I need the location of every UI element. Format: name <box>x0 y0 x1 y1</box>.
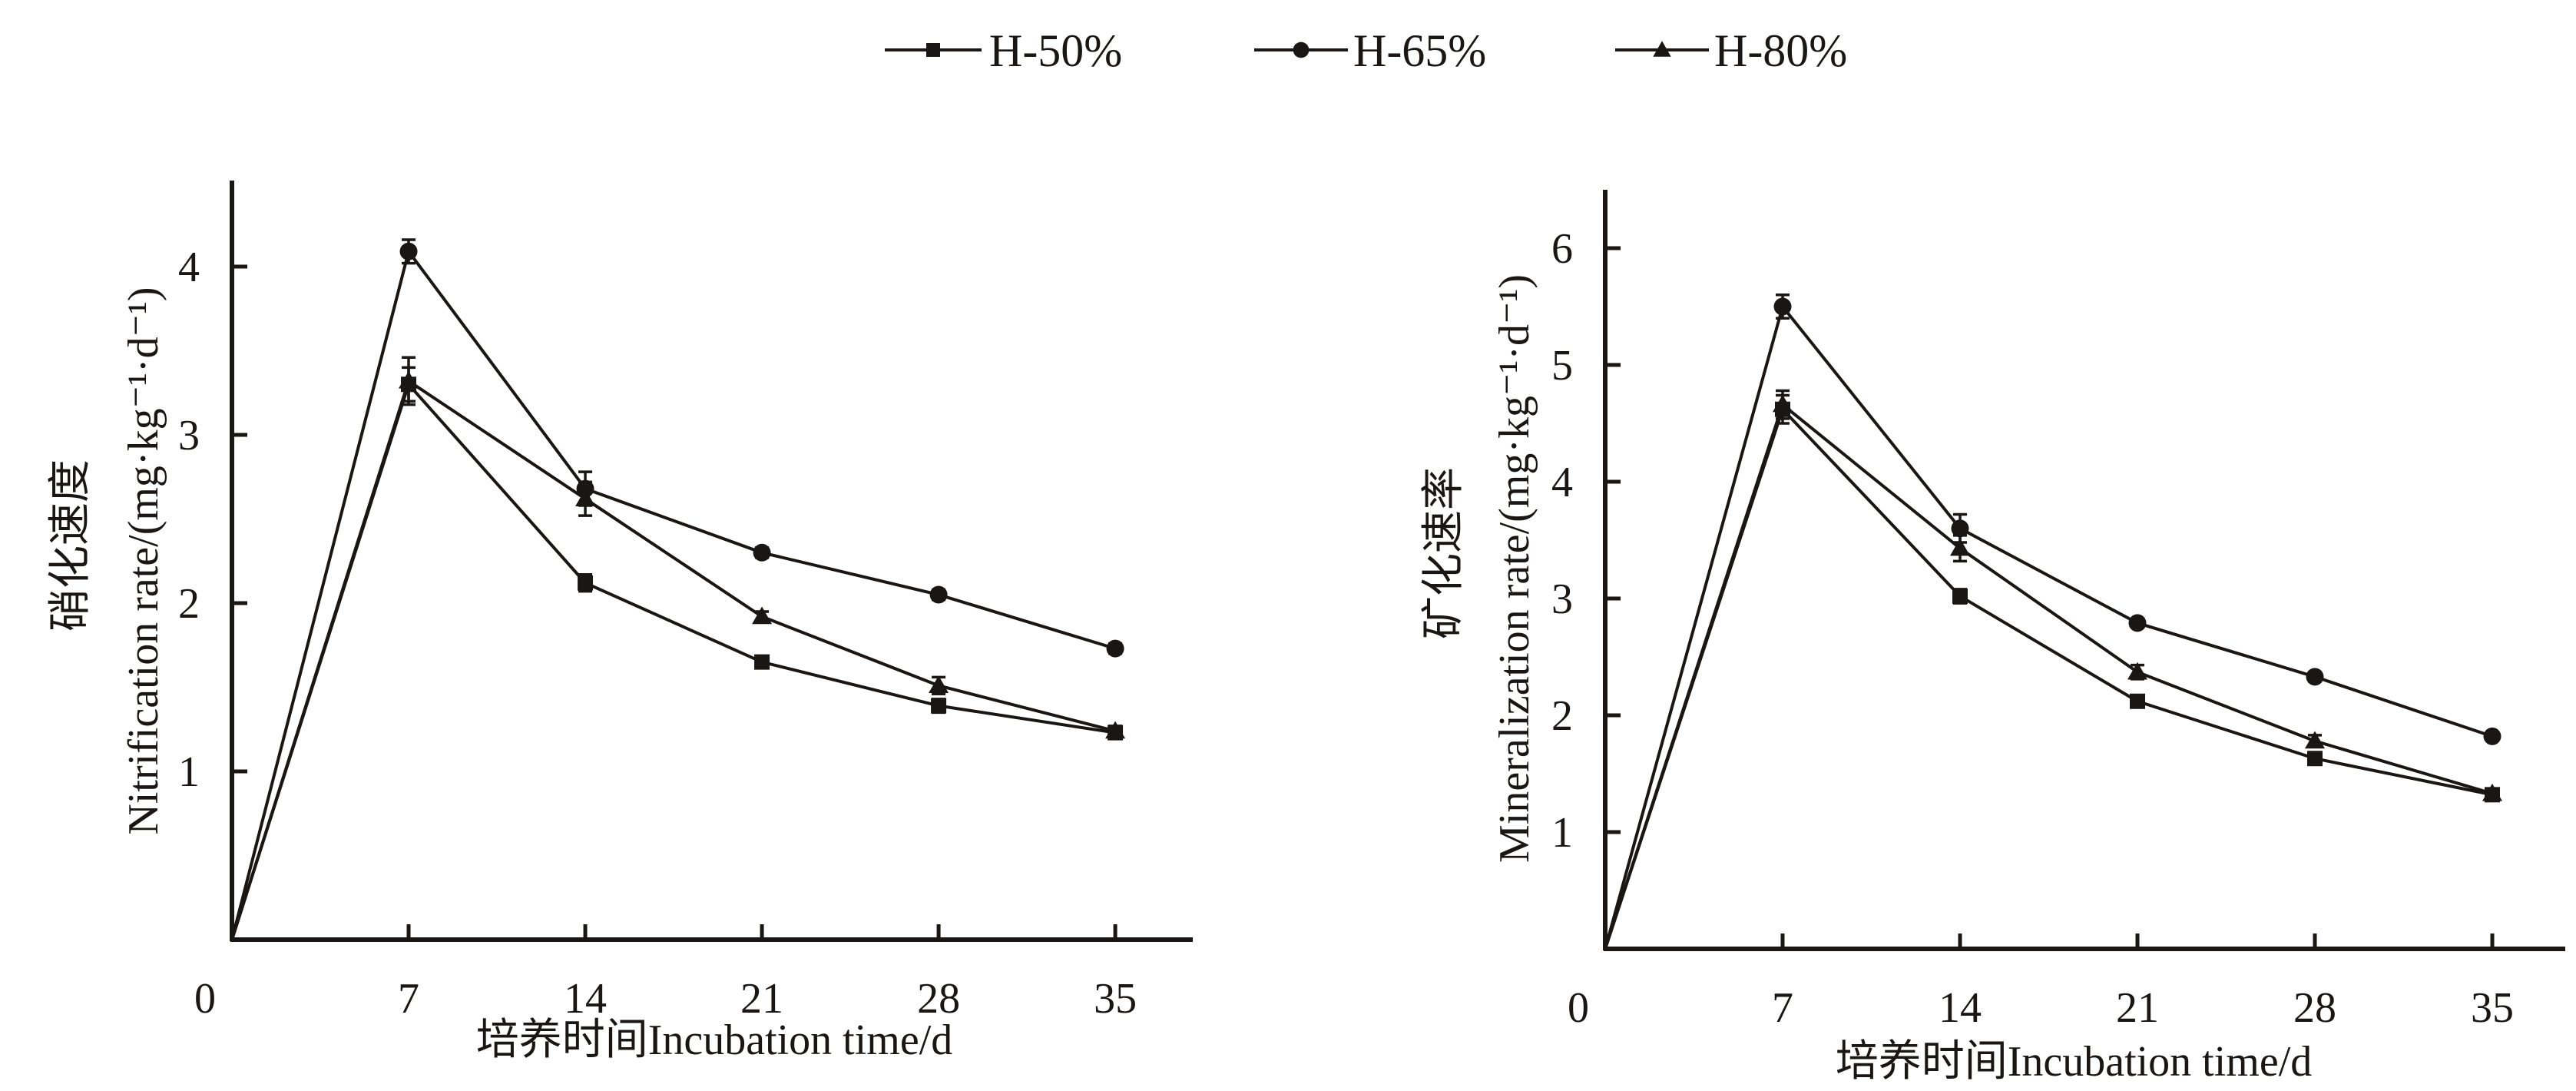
y-tick-label: 5 <box>1551 342 1573 390</box>
data-point <box>929 585 948 604</box>
data-point <box>1951 519 1969 538</box>
x-tick-label: 35 <box>1094 975 1137 1023</box>
data-point <box>575 489 596 506</box>
legend-item-h-80: H-80% <box>1615 25 1847 76</box>
legend-label: H-50% <box>989 25 1122 76</box>
series-h-80 <box>230 356 1126 940</box>
y-tick-label: 6 <box>1551 225 1573 273</box>
y-tick-label: 3 <box>178 412 200 459</box>
data-point <box>929 675 949 694</box>
data-point <box>2483 727 2502 745</box>
legend-label: H-80% <box>1714 25 1847 76</box>
series-line <box>230 247 1116 940</box>
y-tick-label: 2 <box>1551 692 1573 740</box>
legend-item-h-50: H-50% <box>885 25 1122 76</box>
data-point <box>752 606 773 625</box>
x-tick-label: 0 <box>1568 984 1589 1032</box>
data-point <box>2482 783 2502 801</box>
y-tick-label: 3 <box>1551 575 1573 623</box>
data-point <box>2306 668 2324 686</box>
x-tick-label: 7 <box>1772 984 1793 1032</box>
series-line <box>1604 402 2493 950</box>
series-line <box>230 381 1116 940</box>
legend-label: H-65% <box>1353 25 1486 76</box>
x-tick-label: 28 <box>2293 984 2336 1032</box>
y-tick-label: 1 <box>1551 809 1573 857</box>
series-h-65 <box>1604 293 2502 950</box>
data-point <box>754 654 770 670</box>
x-tick-label: 14 <box>1939 984 1982 1032</box>
x-axis-title: 培养时间Incubation time/d <box>1836 1038 2313 1086</box>
legend: H-50% H-65% H-80% <box>885 25 1847 76</box>
y-tick-label: 4 <box>1551 459 1573 506</box>
data-point <box>1106 639 1124 658</box>
series-h-50 <box>230 366 1124 940</box>
y-tick-label: 2 <box>178 580 200 628</box>
mineralization-rate-chart: 1 2 3 4 5 6 0 7 14 21 28 35 培养时间Incubation time/d Min… <box>1420 190 2565 1086</box>
square-marker-icon <box>926 43 940 57</box>
data-point <box>931 698 947 714</box>
data-point <box>399 370 419 389</box>
x-tick-label: 21 <box>740 975 783 1023</box>
series-line <box>230 378 1116 940</box>
series-h-80 <box>1604 389 2502 950</box>
x-tick-label: 21 <box>2116 984 2159 1032</box>
data-point <box>1773 394 1793 413</box>
y-axis-title: Mineralization rate/(mg·kg⁻¹·d⁻¹) <box>1491 274 1538 863</box>
x-tick-label: 0 <box>194 975 216 1023</box>
x-tick-label: 35 <box>2471 984 2514 1032</box>
data-point <box>2130 693 2145 709</box>
data-point <box>2127 662 2147 680</box>
series-line <box>1604 303 2493 950</box>
data-point <box>1105 721 1126 739</box>
y-axis-title-cn: 矿化速率 <box>1420 467 1468 639</box>
circle-marker-icon <box>1293 41 1310 58</box>
data-point <box>1950 538 1970 556</box>
series-h-50 <box>1604 393 2500 950</box>
data-point <box>2128 614 2147 632</box>
x-tick-label: 28 <box>917 975 960 1023</box>
x-tick-label: 7 <box>398 975 419 1023</box>
legend-item-h-65: H-65% <box>1254 25 1486 76</box>
data-point <box>1952 588 1968 604</box>
data-point <box>2305 731 2325 749</box>
data-point <box>399 242 418 260</box>
data-point <box>2307 751 2323 767</box>
y-tick-label: 1 <box>178 748 200 796</box>
data-point <box>1773 297 1792 316</box>
y-axis-title-cn: 硝化速度 <box>47 459 94 632</box>
data-point <box>578 575 594 591</box>
series-h-65 <box>230 238 1124 940</box>
x-tick-label: 14 <box>564 975 607 1023</box>
y-tick-label: 4 <box>178 244 200 291</box>
data-point <box>753 543 771 562</box>
x-axis-title: 培养时间Incubation time/d <box>476 1016 953 1064</box>
y-axis-title: Nitrification rate/(mg·kg⁻¹·d⁻¹) <box>120 287 167 834</box>
nitrification-rate-chart: 1 2 3 4 0 7 14 21 28 35 培养时间Incubation time/d Nitri… <box>47 181 1193 1064</box>
triangle-marker-icon <box>1653 41 1671 57</box>
series-line <box>1604 406 2493 950</box>
